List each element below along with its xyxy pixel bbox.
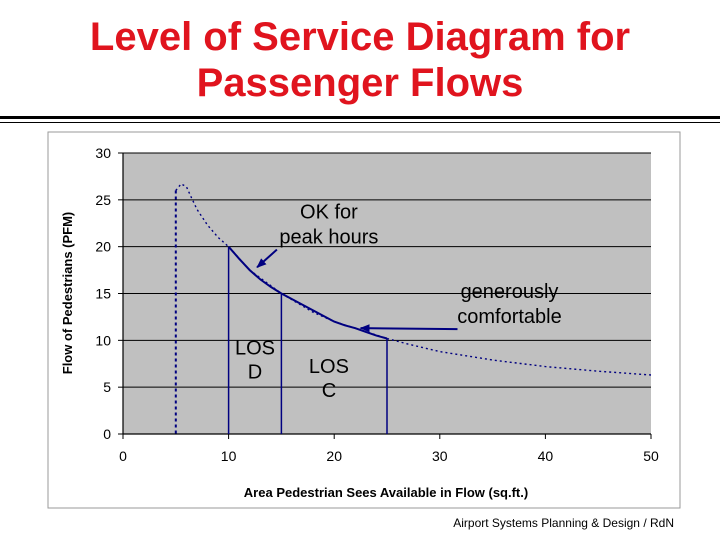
x-tick-label: 10 — [221, 448, 237, 464]
annotations: OK for peak hours generously comfortable — [256, 202, 562, 333]
tick-labels: 0 10 20 30 40 50 0 5 10 15 20 25 30 — [95, 145, 659, 464]
annotation-text: generously comfortable — [457, 281, 562, 328]
x-tick-label: 30 — [432, 448, 448, 464]
x-axis-label: Area Pedestrian Sees Available in Flow (… — [244, 485, 528, 500]
region-label: LOS C — [309, 356, 349, 402]
region-labels: LOS D LOS C — [235, 337, 349, 402]
x-tick-label: 40 — [538, 448, 554, 464]
y-tick-label: 20 — [95, 239, 111, 255]
slide-title: Level of Service Diagram for Passenger F… — [0, 14, 720, 106]
title-rule-thick — [0, 116, 720, 119]
annotation-text: OK for peak hours — [279, 202, 378, 249]
y-tick-label: 25 — [95, 192, 111, 208]
x-tick-label: 50 — [643, 448, 659, 464]
annotation-arrow — [359, 324, 458, 333]
y-tick-label: 10 — [95, 332, 111, 348]
title-line-1: Level of Service Diagram for — [89, 15, 631, 59]
y-tick-label: 5 — [103, 379, 111, 395]
title-rule-thin — [0, 122, 720, 123]
region-label: LOS D — [235, 337, 275, 383]
x-tick-label: 20 — [326, 448, 342, 464]
annotation-arrow — [256, 248, 278, 269]
y-tick-label: 15 — [95, 286, 111, 302]
boundary-lines — [174, 190, 388, 434]
title-line-2: Passenger Flows — [196, 61, 524, 105]
y-axis-label: Flow of Pedestrians (PFM) — [60, 212, 75, 375]
y-tick-label: 0 — [103, 426, 111, 442]
footer-credit: Airport Systems Planning & Design / RdN — [453, 516, 674, 530]
x-tick-label: 0 — [119, 448, 127, 464]
y-tick-label: 30 — [95, 145, 111, 161]
